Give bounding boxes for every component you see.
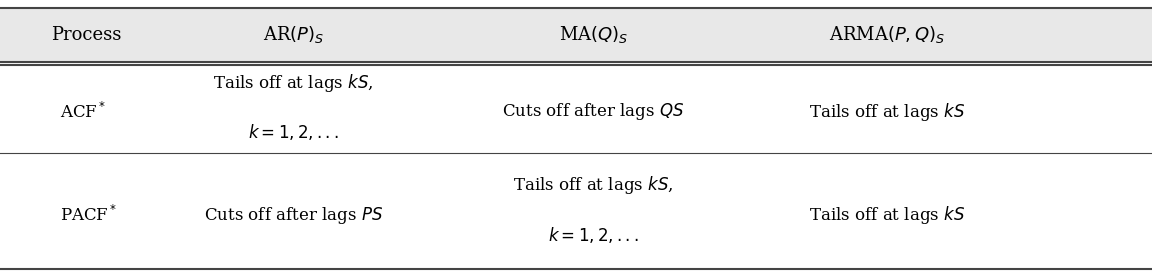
Bar: [0, 8, 1152, 61]
Text: ARMA$(P,Q)_S$: ARMA$(P,Q)_S$: [829, 24, 945, 45]
Text: $k=1,2,...$: $k=1,2,...$: [249, 123, 339, 142]
Text: MA$(Q)_S$: MA$(Q)_S$: [559, 24, 628, 45]
Text: Tails off at lags $kS$: Tails off at lags $kS$: [809, 204, 965, 226]
Text: Cuts off after lags $PS$: Cuts off after lags $PS$: [204, 205, 384, 226]
Text: Process: Process: [51, 25, 122, 44]
Text: PACF$^*$: PACF$^*$: [60, 205, 118, 225]
Text: Tails off at lags $kS$,: Tails off at lags $kS$,: [513, 174, 674, 196]
Text: Cuts off after lags $QS$: Cuts off after lags $QS$: [502, 101, 684, 122]
Text: ACF$^*$: ACF$^*$: [60, 102, 106, 122]
Text: $k=1,2,...$: $k=1,2,...$: [548, 225, 638, 245]
Text: AR$(P)_S$: AR$(P)_S$: [263, 24, 325, 45]
Text: Tails off at lags $kS$,: Tails off at lags $kS$,: [213, 72, 374, 94]
Text: Tails off at lags $kS$: Tails off at lags $kS$: [809, 101, 965, 123]
